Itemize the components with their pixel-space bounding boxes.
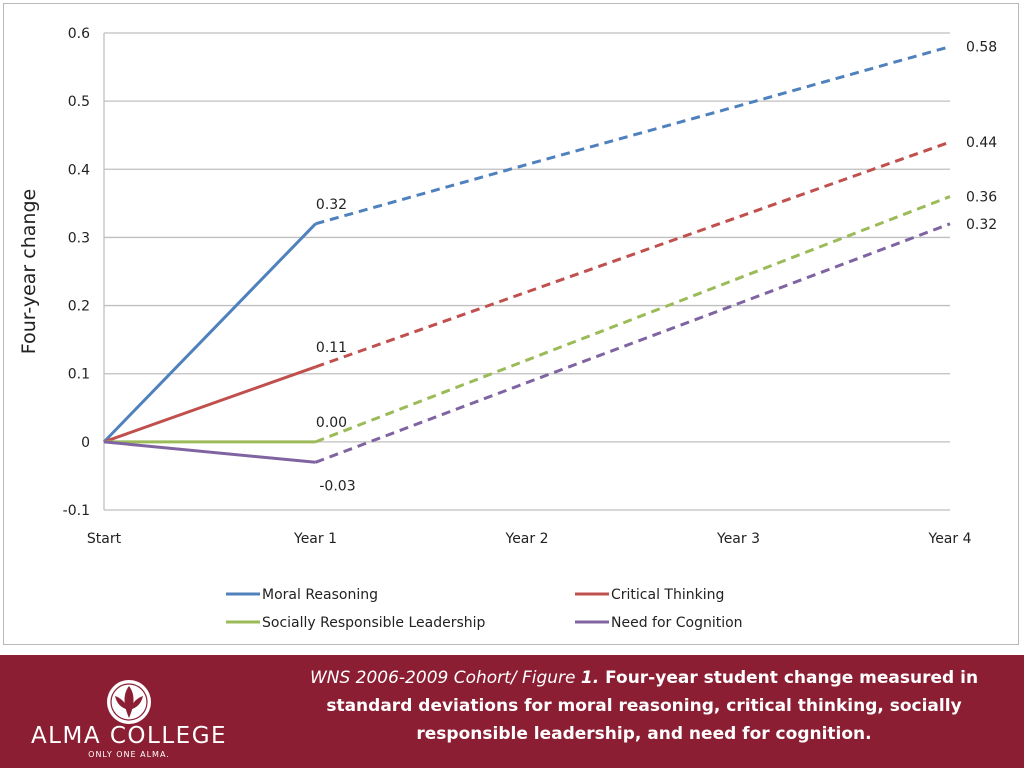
data-label: 0.00 (316, 415, 347, 431)
y-tick-label: 0.4 (68, 162, 90, 178)
data-label: 0.58 (966, 40, 997, 56)
x-tick-label: Year 1 (293, 531, 337, 547)
data-label: 0.32 (316, 197, 347, 213)
chart-panel: -0.1 0 0.1 0.2 0.3 0.4 0.5 0.6 Start Year 1 Year 2… (3, 3, 1019, 645)
series-line-solid (102, 222, 317, 443)
legend-label: Moral Reasoning (262, 587, 378, 603)
series-line-dashed (314, 140, 951, 369)
y-tick-label: 0.3 (68, 230, 90, 246)
data-label: 0.44 (966, 135, 997, 151)
y-tick-label: 0.1 (68, 367, 90, 383)
caption-text: Four-year student change measured in sta… (326, 668, 979, 744)
figure-caption: WNS 2006-2009 Cohort/ Figure 1. Four-yea… (282, 664, 1006, 748)
y-axis-title: Four-year change (18, 189, 40, 354)
series-line-solid (103, 365, 317, 444)
data-label: 0.32 (966, 217, 997, 233)
x-tick-label: Year 3 (716, 531, 760, 547)
y-tick-label: 0.6 (68, 26, 90, 42)
series-line-dashed (314, 222, 951, 464)
series-line-solid (103, 440, 316, 464)
data-label: 0.11 (316, 340, 347, 356)
series-line-dashed (315, 45, 951, 226)
legend-label: Socially Responsible Leadership (262, 615, 486, 631)
data-label: 0.36 (966, 190, 997, 206)
data-label: -0.03 (319, 478, 355, 494)
legend-label: Critical Thinking (611, 587, 724, 603)
series-line-dashed (314, 195, 951, 444)
caption-figure-number: 1. (580, 668, 600, 688)
line-chart: -0.1 0 0.1 0.2 0.3 0.4 0.5 0.6 Start Year 1 Year 2… (18, 26, 997, 631)
y-tick-label: -0.1 (63, 503, 90, 519)
x-tick-label: Year 2 (505, 531, 549, 547)
legend-label: Need for Cognition (611, 615, 743, 631)
x-tick-label: Year 4 (928, 531, 972, 547)
logo-tagline: ONLY ONE ALMA. (88, 750, 170, 759)
footer-banner: ALMA COLLEGE ONLY ONE ALMA. WNS 2006-200… (0, 655, 1024, 768)
x-tick-label: Start (87, 531, 122, 547)
caption-source: WNS 2006-2009 Cohort/ Figure (309, 668, 581, 688)
seal-icon (107, 680, 151, 724)
y-tick-label: 0.5 (68, 94, 90, 110)
y-tick-label: 0.2 (68, 299, 90, 315)
alma-college-logo: ALMA COLLEGE ONLY ONE ALMA. (31, 680, 227, 759)
y-tick-label: 0 (81, 435, 90, 451)
logo-wordmark: ALMA COLLEGE (31, 723, 227, 749)
